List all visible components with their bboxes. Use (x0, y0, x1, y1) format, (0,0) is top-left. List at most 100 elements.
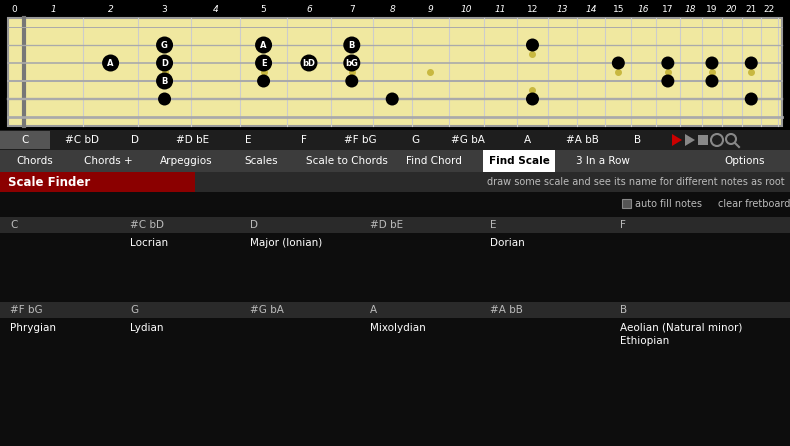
Text: A: A (524, 135, 531, 145)
Text: A: A (261, 41, 267, 50)
Text: E: E (261, 58, 266, 67)
Text: 3: 3 (162, 5, 167, 14)
Text: bG: bG (345, 58, 358, 67)
Circle shape (344, 37, 360, 54)
Text: 12: 12 (527, 5, 538, 14)
Circle shape (344, 54, 360, 71)
Circle shape (158, 92, 171, 106)
Text: #G bA: #G bA (451, 135, 485, 145)
Text: D: D (131, 135, 139, 145)
Text: Aeolian (Natural minor): Aeolian (Natural minor) (620, 323, 743, 333)
Text: clear fretboard: clear fretboard (718, 199, 790, 209)
Text: 17: 17 (662, 5, 674, 14)
Text: E: E (490, 220, 496, 230)
Text: G: G (130, 305, 138, 315)
Text: 4: 4 (213, 5, 218, 14)
Circle shape (257, 74, 270, 87)
Circle shape (705, 74, 718, 87)
Bar (483, 150, 555, 172)
Text: 6: 6 (306, 5, 312, 14)
Text: B: B (348, 41, 355, 50)
Text: Chords +: Chords + (84, 156, 132, 166)
Bar (0, 130, 790, 150)
Text: G: G (411, 135, 419, 145)
Text: #A bB: #A bB (490, 305, 523, 315)
Text: Scale to Chords: Scale to Chords (306, 156, 388, 166)
Text: 9: 9 (427, 5, 433, 14)
Text: C: C (10, 220, 17, 230)
Text: bD: bD (303, 58, 315, 67)
Text: #A bB: #A bB (566, 135, 599, 145)
Text: 21: 21 (746, 5, 757, 14)
Text: #F bG: #F bG (10, 305, 43, 315)
Text: F: F (301, 135, 307, 145)
Text: Find Scale: Find Scale (488, 156, 549, 166)
Text: C: C (21, 135, 28, 145)
Text: 0: 0 (11, 5, 17, 14)
Text: Options: Options (724, 156, 766, 166)
Text: G: G (161, 41, 168, 50)
Text: 3 In a Row: 3 In a Row (576, 156, 630, 166)
Text: 5: 5 (261, 5, 266, 14)
Text: Arpeggios: Arpeggios (160, 156, 213, 166)
Bar (0, 217, 790, 233)
Text: 2: 2 (107, 5, 114, 14)
Text: auto fill notes: auto fill notes (635, 199, 702, 209)
Circle shape (255, 37, 272, 54)
Text: Chords: Chords (17, 156, 54, 166)
Text: Dorian: Dorian (490, 238, 525, 248)
Bar (8, 18, 782, 126)
Circle shape (661, 57, 675, 70)
Text: 8: 8 (389, 5, 395, 14)
Circle shape (156, 73, 173, 90)
Circle shape (386, 92, 399, 106)
Text: Lydian: Lydian (130, 323, 164, 333)
Text: B: B (620, 305, 627, 315)
Text: 7: 7 (349, 5, 355, 14)
Text: #D bE: #D bE (370, 220, 403, 230)
Bar (0, 172, 790, 446)
Text: 13: 13 (557, 5, 569, 14)
Polygon shape (195, 172, 210, 192)
Text: 22: 22 (764, 5, 775, 14)
Text: #F bG: #F bG (344, 135, 376, 145)
Text: A: A (107, 58, 114, 67)
Text: Find Chord: Find Chord (406, 156, 462, 166)
Text: 20: 20 (727, 5, 738, 14)
Text: 14: 14 (585, 5, 597, 14)
Circle shape (661, 74, 675, 87)
Text: Scales: Scales (244, 156, 278, 166)
Circle shape (745, 92, 758, 106)
Bar (0, 131, 50, 149)
Circle shape (526, 92, 539, 106)
Text: 16: 16 (638, 5, 649, 14)
Polygon shape (685, 134, 695, 146)
Bar (0, 172, 790, 192)
Text: Scale Finder: Scale Finder (8, 175, 90, 189)
Text: #C bD: #C bD (65, 135, 99, 145)
Text: A: A (370, 305, 377, 315)
Text: 15: 15 (612, 5, 624, 14)
Text: 10: 10 (461, 5, 472, 14)
Circle shape (705, 57, 718, 70)
Text: Locrian: Locrian (130, 238, 168, 248)
Circle shape (611, 57, 625, 70)
Text: #G bA: #G bA (250, 305, 284, 315)
Polygon shape (672, 134, 682, 146)
Text: F: F (620, 220, 626, 230)
Circle shape (745, 57, 758, 70)
Circle shape (102, 54, 119, 71)
Circle shape (526, 38, 539, 51)
Circle shape (345, 74, 359, 87)
Bar (622, 199, 631, 208)
Circle shape (156, 54, 173, 71)
Text: D: D (250, 220, 258, 230)
Circle shape (255, 54, 272, 71)
Bar (0, 172, 195, 192)
Bar (698, 135, 708, 145)
Text: E: E (245, 135, 251, 145)
Circle shape (300, 54, 318, 71)
Circle shape (156, 37, 173, 54)
Text: Major (Ionian): Major (Ionian) (250, 238, 322, 248)
Bar (0, 302, 790, 318)
